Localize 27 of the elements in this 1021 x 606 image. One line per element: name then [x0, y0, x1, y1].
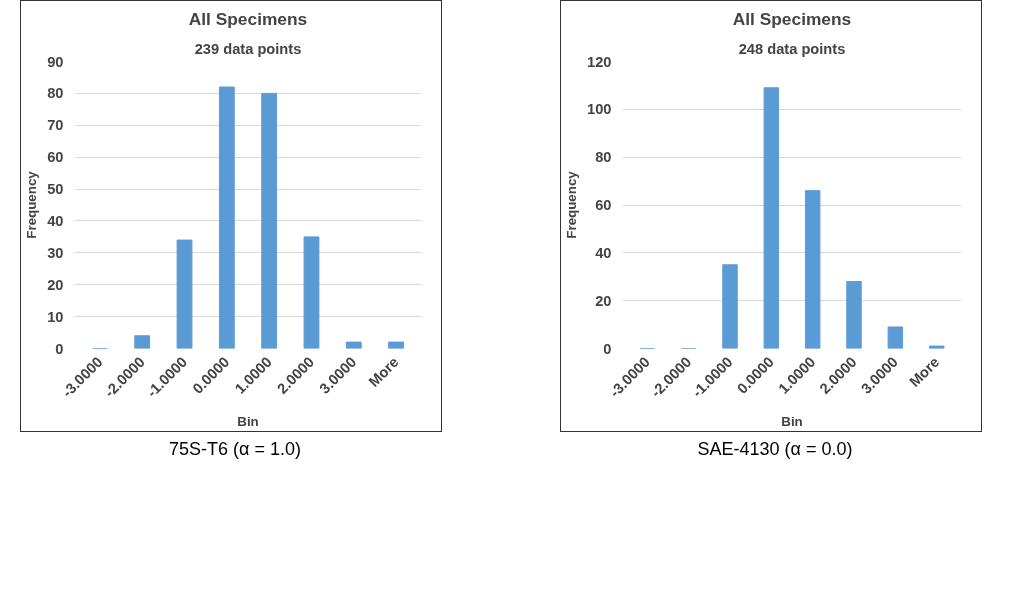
y-axis-title: Frequency [24, 170, 40, 239]
y-tick-label: 100 [587, 101, 612, 118]
y-tick-label: 40 [47, 212, 64, 229]
y-tick-label: 60 [47, 149, 64, 166]
chart-subtitle: 248 data points [738, 40, 846, 57]
x-axis-title: Bin [237, 413, 259, 429]
chart-title: All Specimens [732, 8, 852, 29]
text: 75S-T6 (α = 1.0) [169, 438, 301, 461]
y-tick-label: 40 [595, 244, 612, 261]
y-tick-label: 80 [595, 149, 612, 166]
y-tick-label: 70 [47, 117, 64, 134]
y-tick-label: 0 [55, 340, 64, 357]
y-tick-label: 90 [47, 53, 64, 70]
y-tick-label: 60 [595, 197, 612, 213]
y-tick-label: 0 [603, 340, 612, 357]
text: SAE-4130 (α = 0.0) [697, 438, 853, 461]
y-tick-label: 20 [595, 292, 612, 309]
y-tick-label: 20 [47, 276, 64, 293]
x-axis-title: Bin [781, 413, 803, 429]
y-tick-label: 10 [47, 308, 64, 325]
y-tick-label: 120 [587, 53, 612, 70]
y-tick-label: 50 [47, 181, 64, 198]
y-axis-title: Frequency [564, 170, 580, 239]
y-tick-label: 80 [47, 85, 64, 102]
chart-subtitle: 239 data points [194, 40, 302, 57]
y-tick-label: 30 [47, 244, 64, 261]
chart-title: All Specimens [188, 8, 308, 29]
